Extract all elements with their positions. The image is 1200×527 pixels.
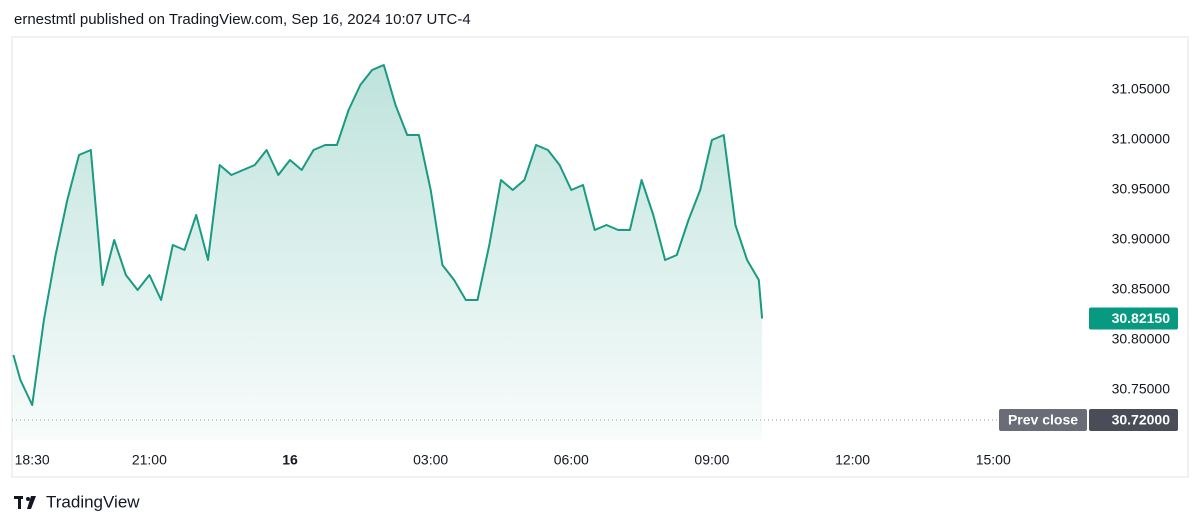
last-price-box xyxy=(1089,307,1178,330)
x-tick-label: 18:30 xyxy=(15,452,50,468)
y-tick-label: 30.80000 xyxy=(1112,331,1171,347)
header-text: ernestmtl published on TradingView.com, … xyxy=(14,11,471,28)
y-tick-label: 30.75000 xyxy=(1112,381,1171,397)
x-tick-label: 21:00 xyxy=(132,452,167,468)
prev-close-name: Prev close xyxy=(1008,412,1078,428)
y-tick-label: 30.95000 xyxy=(1112,181,1171,197)
x-tick-label: 16 xyxy=(282,452,298,468)
x-tick-label: 03:00 xyxy=(413,452,448,468)
prev-close-box xyxy=(1089,409,1178,431)
x-tick-label: 15:00 xyxy=(976,452,1011,468)
frame xyxy=(11,36,1189,478)
prev-close-name-box xyxy=(999,409,1087,431)
x-tick-label: 09:00 xyxy=(694,452,729,468)
area-fill xyxy=(13,65,763,440)
y-tick-label: 31.05000 xyxy=(1112,81,1171,97)
y-tick-label: 30.85000 xyxy=(1112,281,1171,297)
last-price-label: 30.82150 xyxy=(1112,310,1171,326)
brand: TradingView xyxy=(46,492,140,511)
x-tick-label: 12:00 xyxy=(835,452,870,468)
y-tick-label: 30.90000 xyxy=(1112,231,1171,247)
price-line xyxy=(12,64,764,406)
prev-close-label: 30.72000 xyxy=(1112,412,1171,428)
y-tick-label: 31.00000 xyxy=(1112,131,1171,147)
logo xyxy=(14,496,36,509)
x-tick-label: 06:00 xyxy=(554,452,589,468)
